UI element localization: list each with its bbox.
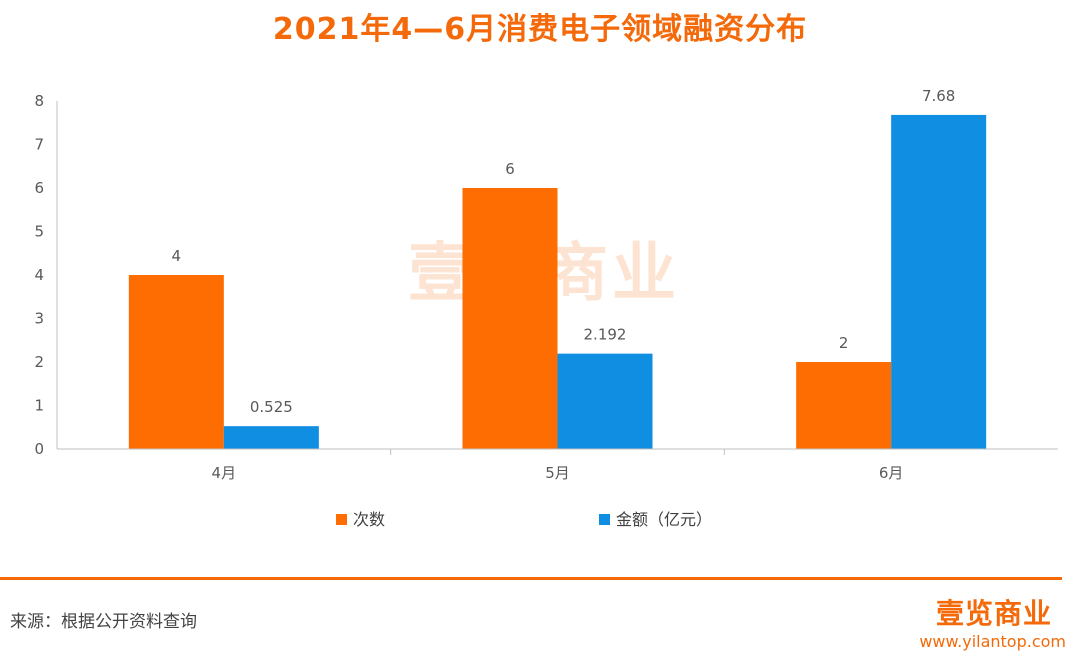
y-tick-label: 6 <box>34 179 44 197</box>
bar-amount <box>223 426 319 449</box>
x-tick-label: 5月 <box>545 464 570 482</box>
data-label: 6 <box>505 160 515 178</box>
data-label: 0.525 <box>250 398 293 416</box>
bar-count <box>128 275 224 449</box>
legend-swatch <box>336 514 347 525</box>
data-label: 4 <box>172 247 182 265</box>
y-tick-label: 3 <box>34 310 44 328</box>
source-note: 来源：根据公开资料查询 <box>10 612 197 632</box>
x-axis: 4月 5月 6月 <box>57 448 1058 482</box>
y-axis: 0 1 2 3 4 5 6 7 8 <box>34 92 58 458</box>
data-label: 2 <box>839 334 849 352</box>
x-tick-label: 4月 <box>212 464 237 482</box>
bar-count <box>796 362 892 449</box>
y-tick-label: 4 <box>34 266 44 284</box>
y-tick-label: 5 <box>34 223 44 241</box>
y-tick-label: 8 <box>34 92 44 110</box>
website-link[interactable]: www.yilantop.com <box>919 632 1066 651</box>
legend-label: 金额（亿元） <box>616 510 712 529</box>
legend-label: 次数 <box>353 510 385 529</box>
data-label: 7.68 <box>922 87 955 105</box>
bar-count <box>462 188 558 449</box>
y-tick-label: 2 <box>34 353 44 371</box>
legend-swatch <box>599 514 610 525</box>
footer-divider <box>0 577 1062 580</box>
x-tick-label: 6月 <box>879 464 904 482</box>
y-tick-label: 1 <box>34 397 44 415</box>
bar-amount <box>891 114 987 450</box>
bars: 4 0.525 6 2.192 2 7.68 <box>128 87 987 450</box>
y-tick-label: 0 <box>34 440 44 458</box>
data-label: 2.192 <box>584 326 627 344</box>
bar-amount <box>557 353 653 449</box>
bar-chart: 0 1 2 3 4 5 6 7 8 4 0.525 6 2.192 2 7.68 4月 5月 6月 次数 金额（… <box>34 87 1058 529</box>
brand-logo: 壹览商业 <box>935 597 1052 630</box>
legend: 次数 金额（亿元） <box>336 510 712 529</box>
y-tick-label: 7 <box>34 136 44 154</box>
chart-title: 2021年4—6月消费电子领域融资分布 <box>272 12 808 47</box>
